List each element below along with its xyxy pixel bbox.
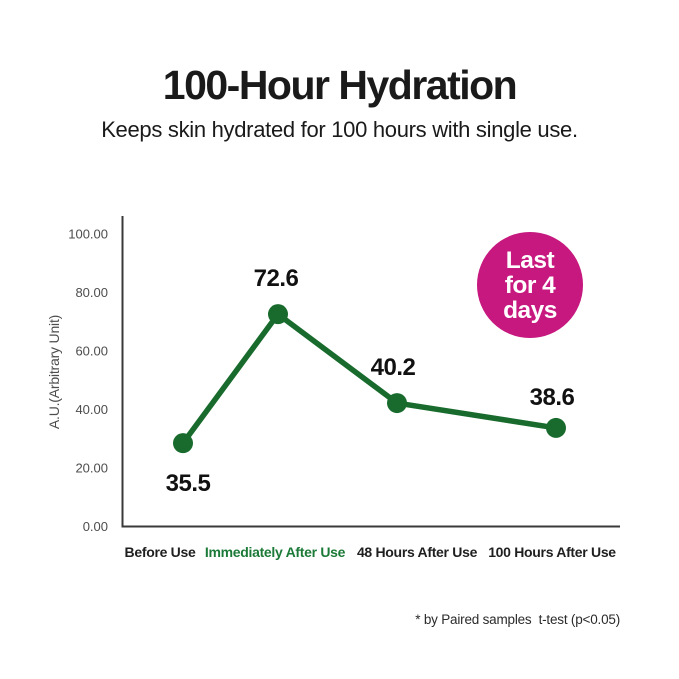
y-tick-label: 100.00 xyxy=(68,227,108,242)
data-point-label: 40.2 xyxy=(371,354,416,381)
series-line xyxy=(180,311,559,446)
y-tick-labels: 100.00 80.00 60.00 40.00 20.00 0.00 xyxy=(68,227,108,535)
last-for-4-days-badge: Last for 4 days xyxy=(477,232,583,338)
page-title: 100-Hour Hydration xyxy=(162,62,518,108)
data-point-label: 35.5 xyxy=(166,470,211,497)
line-series xyxy=(173,304,566,454)
x-axis-label: 100 Hours After Use xyxy=(488,544,616,560)
data-point xyxy=(546,417,566,438)
data-point xyxy=(173,433,193,454)
x-axis-label: Before Use xyxy=(125,544,196,560)
data-point xyxy=(268,304,288,325)
y-tick-label: 80.00 xyxy=(75,285,108,300)
y-tick-label: 0.00 xyxy=(83,519,108,534)
x-axis-labels: Before Use Immediately After Use 48 Hours … xyxy=(125,544,617,560)
x-axis-label: Immediately After Use xyxy=(205,544,346,560)
footnote: * by Paired samples t-test (p<0.05) xyxy=(415,612,620,627)
y-tick-label: 60.00 xyxy=(75,344,108,359)
y-tick-label: 40.00 xyxy=(75,402,108,417)
data-point-labels: 35.5 72.6 40.2 38.6 xyxy=(166,265,575,497)
data-point-label: 72.6 xyxy=(254,265,299,292)
data-point-label: 38.6 xyxy=(530,384,575,411)
badge-line-1: Last xyxy=(505,246,555,274)
badge-line-3: days xyxy=(503,296,557,324)
y-tick-label: 20.00 xyxy=(75,461,108,476)
y-axis-title: A.U.(Arbitrary Unit) xyxy=(46,315,62,429)
x-axis-label: 48 Hours After Use xyxy=(357,544,478,560)
badge-line-2: for 4 xyxy=(504,271,556,299)
data-point xyxy=(387,393,407,414)
page-subtitle: Keeps skin hydrated for 100 hours with s… xyxy=(101,117,578,142)
